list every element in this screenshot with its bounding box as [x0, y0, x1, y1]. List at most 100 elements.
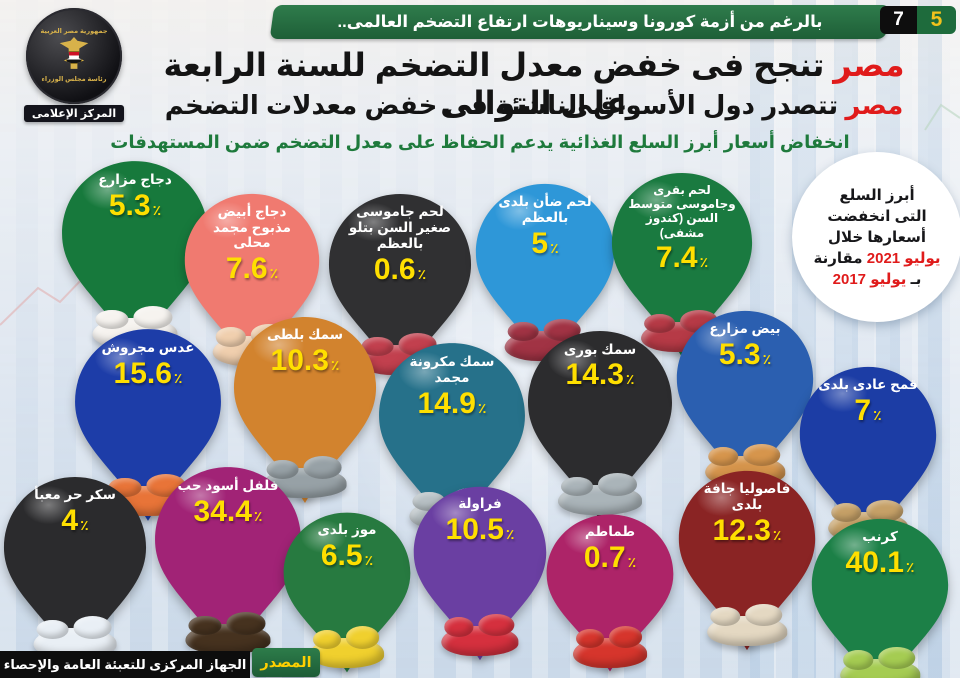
decline-percent: 0.7 ٪ — [583, 540, 637, 574]
commodity-name: لحم جاموسى صغير السن بتلو بالعظم — [348, 204, 452, 252]
lamb-meat-image — [504, 318, 586, 361]
decline-percent: 34.4 ٪ — [193, 494, 263, 528]
balloon-tomato: طماطم 0.7 ٪ — [544, 512, 676, 674]
balloon-cabbage: كرنب 40.1 ٪ — [809, 516, 951, 678]
commodity-name: سمك مكرونة مجمد — [409, 353, 495, 385]
balloon-pin-shape — [379, 343, 525, 535]
balloon-pin-shape — [676, 310, 814, 491]
decline-percent: 40.1 ٪ — [845, 545, 915, 579]
decline-percent: 0.6 ٪ — [373, 253, 427, 287]
balloon-pin-shape — [233, 317, 377, 503]
logo-emblem-circle: جمهورية مصر العربية رئاسة مجلس الوزراء — [26, 8, 122, 104]
balloon-strawberry: فراولة 10.5 ٪ — [411, 484, 549, 663]
mullet-fish-image — [558, 473, 642, 516]
balloon-local-banana: موز بلدى 6.5 ٪ — [281, 510, 413, 675]
balloon-pin-shape — [413, 486, 547, 661]
commodity-name: فلفل أسود حب — [177, 477, 279, 493]
decline-percent: 6.5 ٪ — [320, 538, 374, 572]
logo-ribbon-text: المركز الإعلامى — [23, 105, 125, 122]
commodity-name: سمك بورى — [563, 341, 637, 357]
government-logo: جمهورية مصر العربية رئاسة مجلس الوزراء ا… — [14, 8, 134, 130]
decline-percent: 14.9 ٪ — [417, 386, 487, 420]
balloon-pin-shape — [799, 366, 937, 547]
balloon-pin-shape — [75, 329, 221, 521]
balloon-pin-shape — [328, 194, 472, 380]
balloon-black-pepper: فلفل أسود حب 34.4 ٪ — [152, 464, 304, 662]
info-line-1: أبرز السلع — [839, 186, 915, 204]
commodity-name: عدس مجروش — [101, 339, 195, 355]
source-label: المصدر — [252, 648, 320, 677]
logo-bottom-text: رئاسة مجلس الوزراء — [41, 76, 107, 83]
decline-percent: 10.3 ٪ — [270, 344, 340, 378]
commodity-name: فاصوليا جافة بلدى — [703, 480, 791, 512]
decline-percent: 14.3 ٪ — [565, 358, 635, 392]
decline-percent: 5 ٪ — [531, 226, 559, 260]
egypt-flag-icon — [66, 50, 82, 64]
page-total-box: 7 — [880, 6, 917, 34]
page-number-box: 5 — [917, 6, 956, 34]
commodity-name: سكر حر معبأ — [34, 487, 116, 503]
source-text: الجهاز المركزى للتعبئة العامة والإحصاء — [0, 651, 250, 678]
subheadline-rest: تتصدر دول الأسواق الناشئة فى خفض معدلات … — [164, 90, 846, 120]
decline-percent: 4 ٪ — [61, 504, 89, 538]
balloon-farm-eggs: بيض مزارع 5.3 ٪ — [674, 308, 816, 493]
decline-percent: 7.4 ٪ — [655, 240, 709, 274]
commodity-name: لحم بقرى وجاموسى متوسط السن (كندوز مشفى) — [628, 183, 736, 240]
balloon-pin-shape — [184, 193, 320, 371]
commodity-name: سمك بلطى — [266, 327, 344, 343]
white-beans-image — [707, 603, 787, 646]
decline-percent: 7.6 ٪ — [225, 252, 279, 286]
bananas-image — [310, 626, 384, 669]
decline-percent: 15.6 ٪ — [113, 356, 183, 390]
eagle-emblem-icon — [59, 37, 89, 69]
balloon-pin-shape — [155, 467, 301, 659]
balloon-dry-beans: فاصوليا جافة بلدى 12.3 ٪ — [676, 468, 818, 653]
top-banner: بالرغم من أزمة كورونا وسيناريوهات ارتفاع… — [269, 5, 891, 39]
commodity-name: لحم ضأن بلدى بالعظم — [498, 193, 592, 225]
logo-top-text: جمهورية مصر العربية — [40, 28, 108, 35]
comparison-info-circle: أبرز السلع التى انخفضت أسعارها خلال يولي… — [792, 152, 960, 322]
top-banner-text: بالرغم من أزمة كورونا وسيناريوهات ارتفاع… — [337, 13, 823, 31]
info-prefix: بـ — [906, 270, 922, 288]
info-line-5: بـ يوليو 2017 — [833, 269, 922, 290]
commodity-name: قمح عادى بلدى — [818, 376, 918, 392]
commodity-name: فراولة — [458, 496, 502, 512]
info-date-2021: يوليو 2021 — [866, 249, 941, 267]
commodity-name: دجاج أبيض مذبوح مجمد محلى — [212, 203, 292, 251]
decline-percent: 12.3 ٪ — [712, 513, 782, 547]
balloon-pin-shape — [546, 514, 674, 672]
balloon-pin-shape — [611, 172, 753, 358]
commodity-name: كرنب — [862, 528, 898, 544]
tagline-text: انخفاض أسعار أبرز السلع الغذائية يدعم ال… — [110, 132, 850, 152]
info-compare-word: مقارنة — [813, 249, 863, 267]
commodity-name: موز بلدى — [317, 521, 377, 537]
decline-percent: 7 ٪ — [854, 393, 882, 427]
headline-rest: تنجح فى خفض معدل التضخم للسنة الرابعة عل… — [163, 47, 834, 121]
decline-percent: 10.5 ٪ — [445, 513, 515, 547]
commodity-name: طماطم — [584, 523, 636, 539]
info-line-2: التى انخفضت — [827, 207, 927, 225]
balloon-pin-shape — [475, 183, 615, 366]
decline-percent: 5.3 ٪ — [108, 188, 162, 222]
tomatoes-image — [573, 625, 647, 668]
subheadline-highlight: مصر — [845, 90, 904, 120]
source-bar: الجهاز المركزى للتعبئة العامة والإحصاء ا… — [0, 648, 322, 678]
balloon-lamb-meat: لحم ضأن بلدى بالعظم 5 ٪ — [473, 181, 617, 368]
balloon-pin-shape — [678, 470, 816, 651]
balloon-packed-sugar: سكر حر معبأ 4 ٪ — [1, 474, 149, 666]
balloon-pin-shape — [528, 331, 672, 520]
info-line-4: يوليو 2021 مقارنة — [814, 248, 941, 269]
balloon-mullet-fish: سمك بورى 14.3 ٪ — [525, 328, 675, 523]
balloon-pin-shape — [3, 477, 147, 663]
sub-headline: مصر تتصدر دول الأسواق الناشئة فى خفض معد… — [130, 90, 938, 121]
strawberries-image — [441, 613, 519, 656]
commodity-name: بيض مزارع — [709, 320, 781, 336]
headline-highlight: مصر — [833, 47, 905, 83]
info-date-2017: يوليو 2017 — [832, 270, 907, 288]
main-headline: مصر تنجح فى خفض معدل التضخم للسنة الرابع… — [130, 46, 938, 122]
info-line-3: أسعارها خلال — [827, 228, 927, 246]
commodity-name: دجاج مزارع — [98, 171, 172, 187]
cabbage-image — [840, 646, 920, 678]
balloon-pin-shape — [283, 512, 411, 673]
